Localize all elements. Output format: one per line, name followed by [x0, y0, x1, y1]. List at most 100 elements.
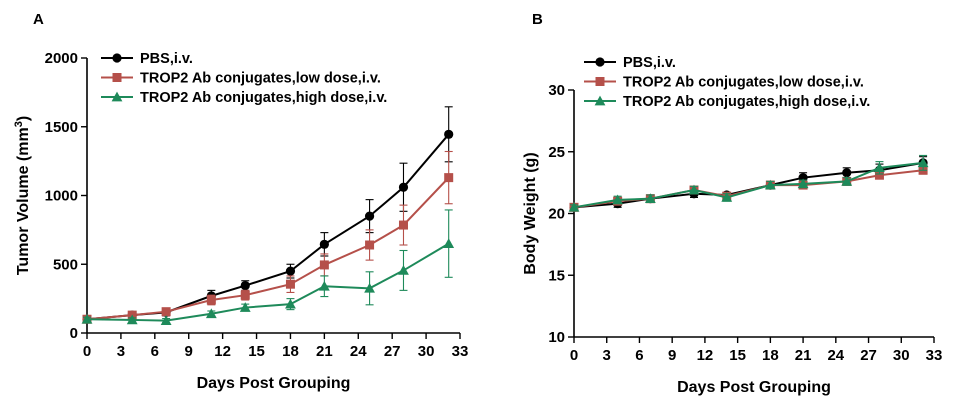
x-tick-label: 12	[697, 347, 714, 364]
data-point	[842, 168, 852, 178]
x-tick-label: 33	[452, 343, 469, 360]
x-tick-label: 18	[282, 343, 299, 360]
x-tick-label: 6	[151, 343, 159, 360]
x-tick-label: 27	[860, 347, 877, 364]
x-tick-label: 30	[418, 343, 435, 360]
y-tick-label: 1000	[45, 188, 78, 205]
data-point	[364, 211, 375, 221]
x-tick-label: 27	[384, 343, 401, 360]
data-point	[398, 220, 408, 230]
data-point	[612, 194, 624, 205]
y-tick-label: 20	[548, 206, 565, 223]
x-tick-label: 24	[350, 343, 367, 360]
y-tick-label: 10	[548, 329, 565, 346]
data-point	[443, 238, 455, 248]
x-tick-label: 15	[729, 347, 746, 364]
legend-marker	[112, 53, 122, 63]
y-tick-label: 1500	[45, 119, 78, 136]
legend-label: PBS,i.v.	[623, 55, 676, 71]
legend-marker	[112, 73, 122, 82]
legend-label: TROP2 Ab conjugates,high dose,i.v.	[140, 90, 387, 106]
legend-marker	[595, 77, 605, 86]
data-point	[126, 314, 138, 325]
legend-label: TROP2 Ab conjugates,high dose,i.v.	[623, 94, 870, 110]
y-axis-title: Tumor Volume (mm3)	[13, 116, 32, 275]
x-tick-label: 0	[570, 347, 578, 364]
x-tick-label: 21	[316, 343, 333, 360]
data-point	[797, 178, 809, 189]
series-line	[86, 242, 450, 322]
series-0	[82, 106, 454, 324]
data-point	[81, 313, 93, 324]
data-point	[239, 302, 251, 312]
data-point	[319, 260, 329, 270]
data-point	[874, 162, 885, 173]
data-point	[917, 157, 929, 168]
data-point	[318, 280, 330, 291]
data-point	[319, 239, 329, 249]
x-tick-label: 3	[117, 343, 125, 360]
data-point	[240, 280, 250, 291]
data-point	[285, 279, 295, 289]
x-tick-label: 3	[603, 347, 611, 364]
x-tick-label: 21	[795, 347, 812, 364]
legend-marker	[595, 57, 605, 67]
x-tick-label: 24	[827, 347, 844, 364]
legend-entry: TROP2 Ab conjugates,high dose,i.v.	[584, 94, 870, 110]
legend-label: TROP2 Ab conjugates,low dose,i.v.	[623, 75, 864, 91]
legend-entry: PBS,i.v.	[584, 55, 676, 71]
y-tick-label: 30	[548, 82, 565, 99]
data-point	[398, 265, 409, 275]
series-line	[86, 176, 450, 321]
y-tick-label: 2000	[45, 50, 78, 67]
data-point	[841, 175, 853, 186]
x-tick-label: 33	[926, 347, 943, 364]
x-axis-title: Days Post Grouping	[197, 375, 351, 392]
series-2	[568, 154, 929, 212]
series-1	[569, 165, 928, 212]
legend-label: PBS,i.v.	[140, 51, 193, 67]
data-point	[721, 192, 733, 202]
data-point	[206, 295, 216, 305]
x-axis-title: Days Post Grouping	[677, 379, 831, 396]
data-point	[444, 173, 454, 183]
data-point	[398, 182, 409, 192]
series-2	[81, 209, 455, 325]
panel-b: B 0 3 6 9 12 15 18 21 24 27 30 33 10 15 20 25 30 Days Post…	[522, 11, 942, 396]
y-axis-title-suffix: )	[15, 116, 32, 121]
legend-marker	[111, 91, 123, 102]
legend-entry: PBS,i.v.	[101, 51, 193, 67]
data-point	[365, 240, 375, 250]
data-point	[161, 307, 171, 317]
x-tick-label: 18	[762, 347, 779, 364]
data-point	[205, 308, 217, 319]
x-tick-label: 30	[893, 347, 910, 364]
legend-entry: TROP2 Ab conjugates,high dose,i.v.	[101, 90, 387, 106]
data-point	[285, 266, 296, 276]
data-point	[285, 298, 296, 309]
series-0	[569, 156, 928, 212]
series-line	[573, 161, 924, 209]
legend-entry: TROP2 Ab conjugates,low dose,i.v.	[101, 71, 381, 87]
legend-marker	[594, 95, 606, 106]
x-tick-label: 12	[214, 343, 231, 360]
y-axis-title: Body Weight (g)	[522, 152, 539, 274]
data-point	[364, 282, 375, 293]
data-point	[160, 315, 172, 325]
legend-entry: TROP2 Ab conjugates,low dose,i.v.	[584, 75, 864, 91]
panel-a: A 0 3 6 9 12 15 18 21 24 27 30 33 0 500 1000 1500 2000 Day…	[13, 11, 468, 392]
panel-letter: A	[33, 11, 44, 28]
data-point	[568, 201, 580, 212]
y-axis-title-superscript: 3	[13, 121, 25, 127]
x-tick-label: 6	[635, 347, 643, 364]
data-point	[644, 193, 656, 203]
data-point	[874, 170, 884, 180]
x-tick-label: 15	[248, 343, 265, 360]
y-tick-label: 500	[53, 256, 78, 273]
y-tick-label: 15	[548, 267, 565, 284]
x-tick-label: 9	[668, 347, 676, 364]
x-tick-label: 0	[83, 343, 91, 360]
y-axis-title-main: Tumor Volume (mm	[15, 127, 32, 275]
legend-label: TROP2 Ab conjugates,low dose,i.v.	[140, 71, 381, 87]
